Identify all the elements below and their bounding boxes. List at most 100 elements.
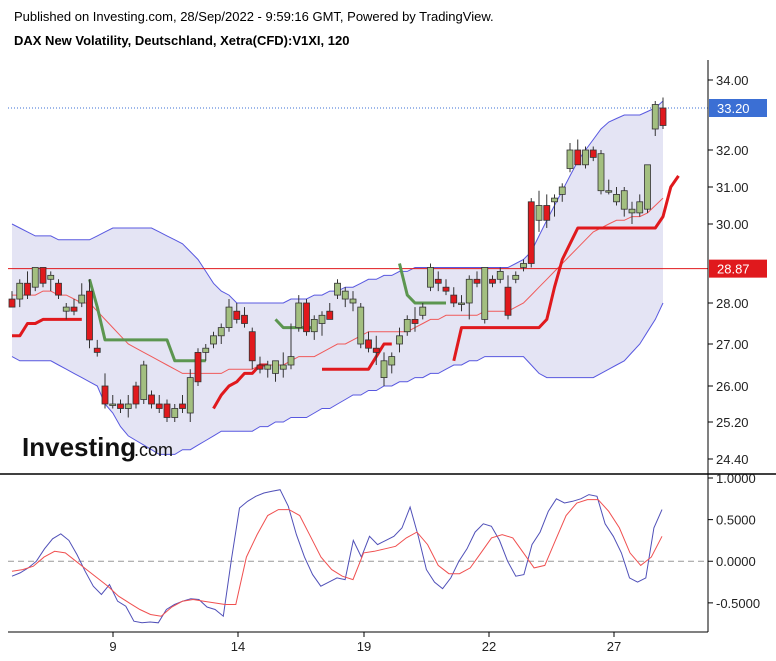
candle: [465, 275, 473, 320]
trailing-stop-segment: [12, 317, 82, 338]
x-tick-label: 27: [607, 639, 621, 654]
candle-body: [427, 267, 434, 288]
candle: [419, 303, 427, 320]
candle-body: [241, 314, 248, 324]
candle: [450, 287, 458, 308]
candle: [179, 395, 186, 413]
candle-body: [171, 408, 179, 418]
candle-body: [39, 267, 47, 284]
candle: [458, 295, 465, 312]
candle-body: [636, 201, 644, 214]
candle-body: [179, 403, 186, 409]
candle: [93, 339, 101, 357]
candle: [217, 323, 225, 344]
candle-body: [202, 347, 210, 353]
y-tick-label: 24.40: [716, 452, 749, 467]
candle-body: [659, 107, 667, 126]
candle: [264, 360, 272, 378]
candle-body: [225, 306, 233, 329]
candle: [70, 299, 78, 316]
candle-body: [295, 302, 303, 329]
y-tick-label: 25.20: [716, 415, 749, 430]
candle-body: [512, 274, 520, 280]
candle: [512, 271, 520, 284]
candle-body: [210, 335, 217, 345]
candle: [16, 279, 24, 308]
candle: [574, 139, 582, 166]
candle-body: [628, 208, 636, 214]
candle: [194, 348, 202, 386]
current-price-badge-label: 33.20: [717, 101, 750, 116]
candle: [372, 335, 380, 365]
candle-body: [551, 197, 558, 203]
candle-body: [365, 339, 372, 349]
candle: [659, 97, 667, 129]
band-fill: [12, 101, 663, 455]
y-tick-label: 26.00: [716, 379, 749, 394]
candle-body: [372, 347, 380, 353]
candle-body: [326, 310, 334, 320]
candle: [396, 327, 403, 353]
candle-body: [70, 306, 78, 312]
trailing-stop-segment: [452, 175, 680, 362]
candle-body: [403, 318, 411, 333]
candle: [256, 356, 264, 374]
candle: [287, 323, 295, 370]
candle-body: [303, 302, 310, 333]
candle-body: [396, 335, 403, 345]
candle: [39, 267, 47, 288]
candle: [8, 291, 16, 308]
candle-body: [132, 385, 140, 405]
osc-tick-label: -0.5000: [716, 596, 760, 611]
candle-body: [496, 270, 504, 280]
candle-body: [527, 201, 535, 264]
candle-body: [217, 327, 225, 337]
y-tick-label: 28.00: [716, 296, 749, 311]
candle: [155, 395, 163, 413]
published-caption: Published on Investing.com, 28/Sep/2022 …: [14, 9, 494, 24]
y-tick-label: 32.00: [716, 143, 749, 158]
candle: [489, 275, 496, 288]
candle-body: [155, 403, 163, 409]
candle: [496, 267, 504, 284]
candle-body: [93, 347, 101, 353]
candle: [186, 369, 194, 422]
y-tick-label: 27.00: [716, 337, 749, 352]
oscillator-signal-line: [11, 499, 663, 617]
current-price-badge-bg: [709, 99, 767, 117]
candle: [427, 263, 434, 292]
candle-body: [318, 314, 326, 324]
candle: [341, 287, 349, 308]
candle-body: [124, 403, 132, 409]
candle: [310, 315, 318, 340]
candle-body: [489, 278, 496, 284]
symbol-title: DAX New Volatility, Deutschland, Xetra(C…: [14, 33, 350, 48]
candle-body: [117, 403, 124, 409]
y-tick-label: 30.00: [716, 217, 749, 232]
candle: [605, 179, 613, 195]
candle: [365, 331, 372, 353]
candle: [411, 307, 419, 332]
candle-body: [411, 318, 419, 324]
candle: [132, 381, 140, 409]
price-panel: [8, 97, 708, 455]
candle-body: [644, 164, 651, 210]
candle-body: [535, 205, 543, 221]
candle: [620, 187, 628, 217]
x-tick-label: 14: [231, 639, 245, 654]
candle: [334, 279, 341, 300]
candle-body: [558, 186, 566, 195]
candle: [380, 352, 388, 386]
y-tick-label: 31.00: [716, 180, 749, 195]
axes: 34.00 32.00 31.00 30.00 28.00 27.00 26.00 25.20…: [0, 60, 776, 654]
osc-tick-label: 1.0000: [716, 471, 756, 486]
candle: [628, 201, 636, 224]
level-badge-bg: [709, 259, 767, 278]
candle: [86, 279, 93, 349]
candle-body: [279, 364, 287, 370]
candle: [202, 344, 210, 361]
candle-body: [465, 278, 473, 304]
candle-body: [186, 377, 194, 414]
candle: [295, 295, 303, 332]
